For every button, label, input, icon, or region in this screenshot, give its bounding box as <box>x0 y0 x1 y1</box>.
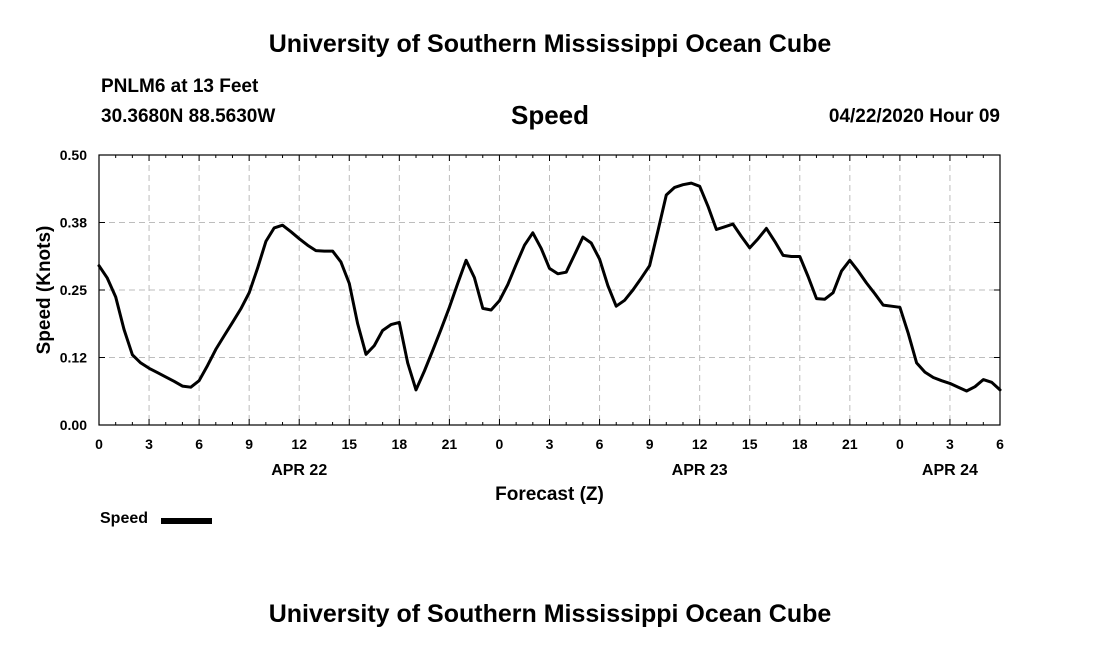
y-tick-label: 0.00 <box>60 417 87 433</box>
x-tick-label: 12 <box>291 436 307 452</box>
plot-frame <box>98 154 1001 426</box>
x-tick-label: 6 <box>195 436 203 452</box>
x-tick-label: 9 <box>646 436 654 452</box>
x-tick-label: 9 <box>245 436 253 452</box>
grid-lines <box>99 155 1000 425</box>
x-tick-label: 15 <box>742 436 758 452</box>
station-label: PNLM6 at 13 Feet <box>101 76 259 97</box>
x-tick-label: 0 <box>496 436 504 452</box>
date-label: APR 24 <box>922 462 978 479</box>
y-tick-label: 0.50 <box>60 147 87 163</box>
coordinates-label: 30.3680N 88.5630W <box>101 106 276 127</box>
legend-label: Speed <box>100 510 149 527</box>
y-tick-label: 0.38 <box>60 215 87 231</box>
date-label: APR 23 <box>672 462 728 479</box>
x-tick-label: 21 <box>442 436 458 452</box>
x-tick-label: 12 <box>692 436 708 452</box>
x-tick-label: 0 <box>95 436 103 452</box>
x-tick-label: 15 <box>341 436 357 452</box>
x-tick-label: 3 <box>145 436 153 452</box>
x-tick-label: 3 <box>946 436 954 452</box>
x-axis-title: Forecast (Z) <box>495 484 604 505</box>
x-tick-label: 18 <box>392 436 408 452</box>
series-lines <box>97 181 1002 393</box>
y-tick-label: 0.25 <box>60 282 87 298</box>
x-tick-label: 6 <box>996 436 1004 452</box>
x-tick-label: 3 <box>546 436 554 452</box>
x-tick-label: 0 <box>896 436 904 452</box>
x-tick-label: 21 <box>842 436 858 452</box>
y-tick-label: 0.12 <box>60 350 87 366</box>
chart-subtitle: Speed <box>510 100 590 130</box>
series-line-speed <box>97 181 1002 393</box>
chart-title-bottom: University of Southern Mississippi Ocean… <box>268 600 832 628</box>
x-tick-label: 18 <box>792 436 808 452</box>
axis-labels: 0 3 6 9 12 15 18 21 0 3 6 9 12 15 18 21 0 3 6 APR 22 APR 23 A… <box>60 147 1004 479</box>
x-tick-label: 6 <box>596 436 604 452</box>
date-label: APR 22 <box>271 462 327 479</box>
y-axis-title: Speed (Knots) <box>34 226 55 355</box>
legend-swatch <box>161 518 212 524</box>
forecast-datetime: 04/22/2020 Hour 09 <box>828 106 1000 127</box>
chart-title-top: University of Southern Mississippi Ocean… <box>268 30 832 58</box>
